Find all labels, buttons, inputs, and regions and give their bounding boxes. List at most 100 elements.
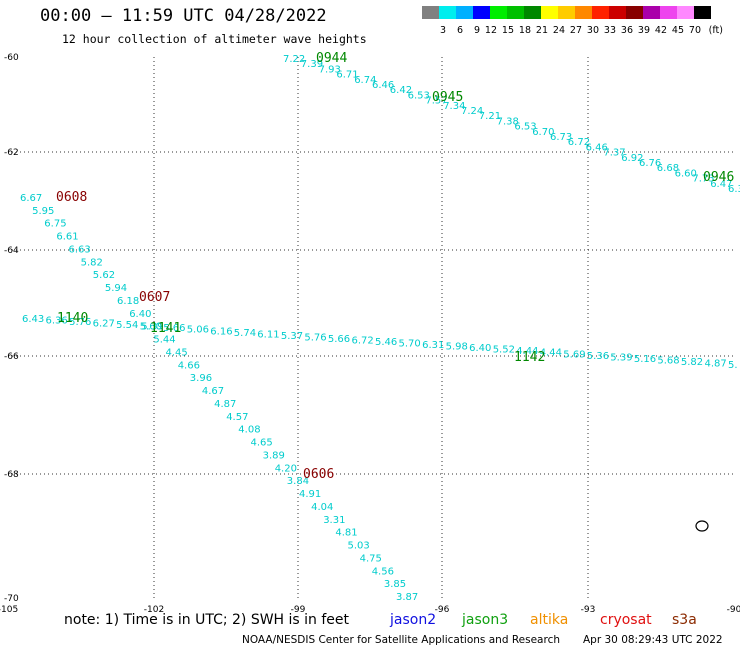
wave-height-label: 6.72: [352, 336, 374, 347]
wave-height-label: 4.65: [251, 438, 273, 449]
colorbar-tick: 24: [552, 25, 565, 36]
footer-timestamp: Apr 30 08:29:43 UTC 2022: [583, 634, 723, 646]
wave-height-label: 4.56: [372, 566, 394, 577]
colorbar-swatch: [609, 6, 626, 19]
wave-height-label: 5.62: [93, 270, 115, 281]
wave-height-label: 6.53: [514, 122, 536, 133]
x-tick-label: -102: [144, 605, 164, 615]
wave-height-label: 7.21: [479, 111, 501, 122]
wave-height-label: 6.70: [532, 127, 554, 138]
wave-height-label: 5.54: [116, 320, 138, 331]
pass-time-label: 0944: [316, 51, 347, 66]
wave-height-label: 7.38: [497, 116, 519, 127]
wave-height-label: 7.93: [319, 64, 341, 75]
wave-height-label: 6.40: [129, 309, 151, 320]
wave-height-label: 4.75: [360, 553, 382, 564]
wave-height-label: 4.87: [705, 359, 727, 370]
wave-height-label: 7.22: [283, 54, 305, 65]
wave-height-label: 5.37: [281, 331, 303, 342]
wave-height-label: 5.66: [328, 334, 350, 345]
wave-height-label: 5.52: [493, 345, 515, 356]
pass-time-label: 1141: [150, 321, 181, 336]
colorbar-tick: 3: [439, 25, 446, 36]
pass-time-label: 0608: [56, 190, 87, 205]
wave-height-label: 5.46: [375, 337, 397, 348]
wave-height-label: 5.66: [163, 323, 185, 334]
colorbar-tick: 18: [518, 25, 531, 36]
wave-height-label: 4.87: [214, 399, 236, 410]
wave-height-label: 6.67: [20, 193, 42, 204]
wave-height-label: 6.68: [657, 163, 679, 174]
wave-height-label: 5.: [728, 360, 738, 371]
wave-height-label: 5.06: [187, 325, 209, 336]
wave-height-label: 4.45: [166, 348, 188, 359]
wave-height-label: 5.76: [304, 332, 326, 343]
wave-height-label: 6.60: [675, 168, 697, 179]
wave-height-label: 4.08: [238, 425, 260, 436]
colorbar-swatch: [507, 6, 524, 19]
map-subtitle: 12 hour collection of altimeter wave hei…: [62, 32, 367, 46]
wave-height-label: 6.92: [621, 153, 643, 164]
wave-height-label: 6.73: [550, 132, 572, 143]
wave-height-label: 4.44: [516, 346, 538, 357]
colorbar-swatch: [677, 6, 694, 19]
wave-height-label: 5.82: [681, 357, 703, 368]
colorbar-swatch: [626, 6, 643, 19]
colorbar-swatch: [456, 6, 473, 19]
colorbar-swatch: [524, 6, 541, 19]
colorbar-swatch: [660, 6, 677, 19]
wave-height-label: 5.36: [587, 351, 609, 362]
wave-height-label: 5.68: [657, 355, 679, 366]
island-outline: [695, 520, 709, 532]
colorbar-swatch: [694, 6, 711, 19]
x-tick-label: -93: [581, 605, 596, 615]
colorbar-tick: 70: [688, 25, 701, 36]
colorbar-swatch: [541, 6, 558, 19]
wave-height-label: 6.11: [257, 329, 279, 340]
x-tick-label: -90: [727, 605, 740, 615]
wave-height-label: 5.03: [348, 541, 370, 552]
y-tick-label: -68: [4, 470, 19, 480]
legend-s3a: s3a: [672, 612, 697, 628]
y-tick-label: -62: [4, 148, 19, 158]
wave-height-label: 6.27: [93, 319, 115, 330]
units-note: note: 1) Time is in UTC; 2) SWH is in fe…: [64, 612, 350, 628]
colorbar-swatch: [643, 6, 660, 19]
wave-height-label: 6.3: [728, 184, 740, 195]
pass-time-label: 0945: [432, 90, 463, 105]
colorbar-tick: 27: [569, 25, 582, 36]
colorbar-swatch: [422, 6, 439, 19]
wave-height-label: 3.85: [384, 579, 406, 590]
wave-height-label: 7.39: [301, 59, 323, 70]
wave-height-label: 7.34: [443, 101, 465, 112]
legend-cryosat: cryosat: [600, 612, 652, 628]
colorbar-tick: 33: [603, 25, 616, 36]
legend-altika: altika: [530, 612, 569, 628]
wave-height-label: 5.76: [69, 317, 91, 328]
wave-height-label: 6.18: [117, 296, 139, 307]
colorbar-swatch: [490, 6, 507, 19]
colorbar-unit: (ft): [708, 25, 723, 36]
wave-height-label: 6.72: [568, 137, 590, 148]
wave-height-label: 5.82: [81, 257, 103, 268]
colorbar-swatch: [439, 6, 456, 19]
wave-height-label: 4.67: [202, 386, 224, 397]
wave-height-label: 6.71: [336, 70, 358, 81]
wave-height-label: 4.57: [226, 412, 248, 423]
footer-credit: NOAA/NESDIS Center for Satellite Applica…: [242, 634, 560, 646]
colorbar-swatch: [558, 6, 575, 19]
y-tick-label: -64: [4, 246, 19, 256]
wave-height-label: 5.39: [610, 352, 632, 363]
wave-height-label: 5.70: [399, 339, 421, 350]
wave-height-label: 4.44: [540, 348, 562, 359]
y-tick-label: -66: [4, 352, 19, 362]
wave-height-label: 7.24: [461, 106, 483, 117]
x-tick-label: -99: [291, 605, 306, 615]
wave-height-label: 3.31: [323, 515, 345, 526]
wave-height-label: 6.16: [210, 326, 232, 337]
colorbar-tick: 39: [637, 25, 650, 36]
legend-jason3: jason3: [462, 612, 509, 628]
wave-height-label: 5.69: [563, 349, 585, 360]
wave-height-label: 6.36: [46, 316, 68, 327]
